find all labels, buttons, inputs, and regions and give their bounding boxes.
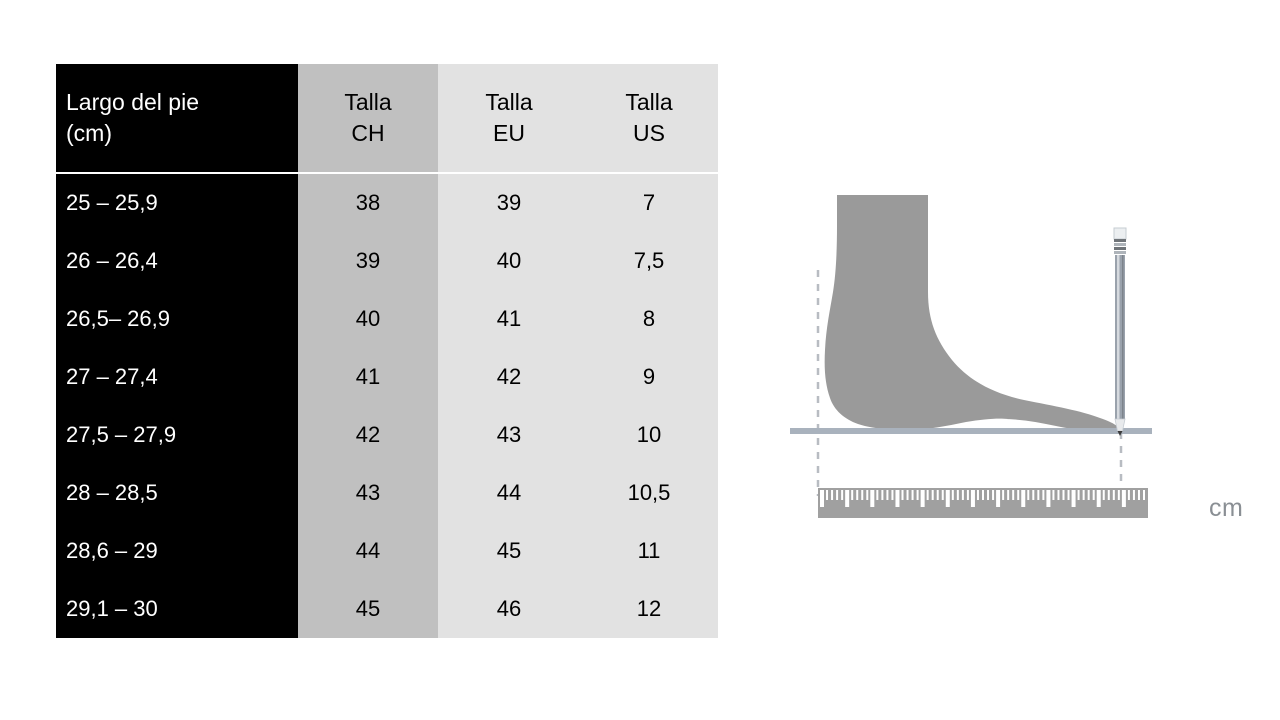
column-header-size-ch-line2: CH — [351, 120, 385, 146]
table-row: 25 – 25,9 38 39 7 — [56, 172, 718, 232]
cell-size-eu: 42 — [438, 348, 580, 406]
cell-size-us: 10 — [580, 406, 718, 464]
column-header-foot-length-line2: (cm) — [66, 120, 112, 146]
column-header-foot-length: Largo del pie (cm) — [56, 64, 298, 172]
cell-size-ch: 43 — [298, 464, 438, 522]
column-header-size-us-line1: Talla — [625, 89, 673, 115]
column-header-size-us: Talla US — [580, 64, 718, 172]
column-header-size-ch-line1: Talla — [344, 89, 392, 115]
cell-foot-length: 26 – 26,4 — [56, 232, 298, 290]
table-header-row: Largo del pie (cm) Talla CH Talla EU Tal… — [56, 64, 718, 172]
table-row: 29,1 – 30 45 46 12 — [56, 580, 718, 638]
table-row: 27,5 – 27,9 42 43 10 — [56, 406, 718, 464]
cell-size-ch: 38 — [298, 172, 438, 232]
column-header-size-eu-line1: Talla — [485, 89, 533, 115]
column-header-size-eu: Talla EU — [438, 64, 580, 172]
cell-foot-length: 27,5 – 27,9 — [56, 406, 298, 464]
cell-foot-length: 28,6 – 29 — [56, 522, 298, 580]
cell-size-eu: 41 — [438, 290, 580, 348]
cell-size-ch: 40 — [298, 290, 438, 348]
floor-line — [790, 428, 1152, 434]
cell-size-us: 10,5 — [580, 464, 718, 522]
column-header-foot-length-line1: Largo del pie — [66, 89, 199, 115]
cell-foot-length: 29,1 – 30 — [56, 580, 298, 638]
cell-size-us: 8 — [580, 290, 718, 348]
cell-size-ch: 42 — [298, 406, 438, 464]
cell-size-us: 9 — [580, 348, 718, 406]
cell-size-eu: 39 — [438, 172, 580, 232]
table-row: 28,6 – 29 44 45 11 — [56, 522, 718, 580]
cell-size-us: 7 — [580, 172, 718, 232]
cell-foot-length: 25 – 25,9 — [56, 172, 298, 232]
column-header-size-eu-line2: EU — [493, 120, 525, 146]
cell-foot-length: 28 – 28,5 — [56, 464, 298, 522]
table-row: 28 – 28,5 43 44 10,5 — [56, 464, 718, 522]
cell-size-ch: 39 — [298, 232, 438, 290]
cell-size-eu: 44 — [438, 464, 580, 522]
table-body: 25 – 25,9 38 39 7 26 – 26,4 39 40 7,5 26,5– 26,9… — [56, 172, 718, 638]
cell-size-us: 11 — [580, 522, 718, 580]
cell-size-eu: 43 — [438, 406, 580, 464]
unit-label-cm: cm — [1209, 494, 1244, 522]
cell-foot-length: 27 – 27,4 — [56, 348, 298, 406]
column-header-size-us-line2: US — [633, 120, 665, 146]
cell-size-ch: 44 — [298, 522, 438, 580]
foot-measurement-diagram — [770, 170, 1270, 550]
table-row: 26,5– 26,9 40 41 8 — [56, 290, 718, 348]
ruler-icon — [818, 488, 1148, 518]
foot-silhouette — [824, 195, 1120, 431]
table-row: 27 – 27,4 41 42 9 — [56, 348, 718, 406]
cell-size-us: 12 — [580, 580, 718, 638]
pencil-icon — [1113, 227, 1127, 436]
column-header-size-ch: Talla CH — [298, 64, 438, 172]
cell-size-us: 7,5 — [580, 232, 718, 290]
cell-foot-length: 26,5– 26,9 — [56, 290, 298, 348]
cell-size-ch: 41 — [298, 348, 438, 406]
table-row: 26 – 26,4 39 40 7,5 — [56, 232, 718, 290]
shoe-size-table: Largo del pie (cm) Talla CH Talla EU Tal… — [56, 64, 718, 638]
cell-size-eu: 45 — [438, 522, 580, 580]
cell-size-eu: 46 — [438, 580, 580, 638]
cell-size-ch: 45 — [298, 580, 438, 638]
cell-size-eu: 40 — [438, 232, 580, 290]
table-header: Largo del pie (cm) Talla CH Talla EU Tal… — [56, 64, 718, 172]
